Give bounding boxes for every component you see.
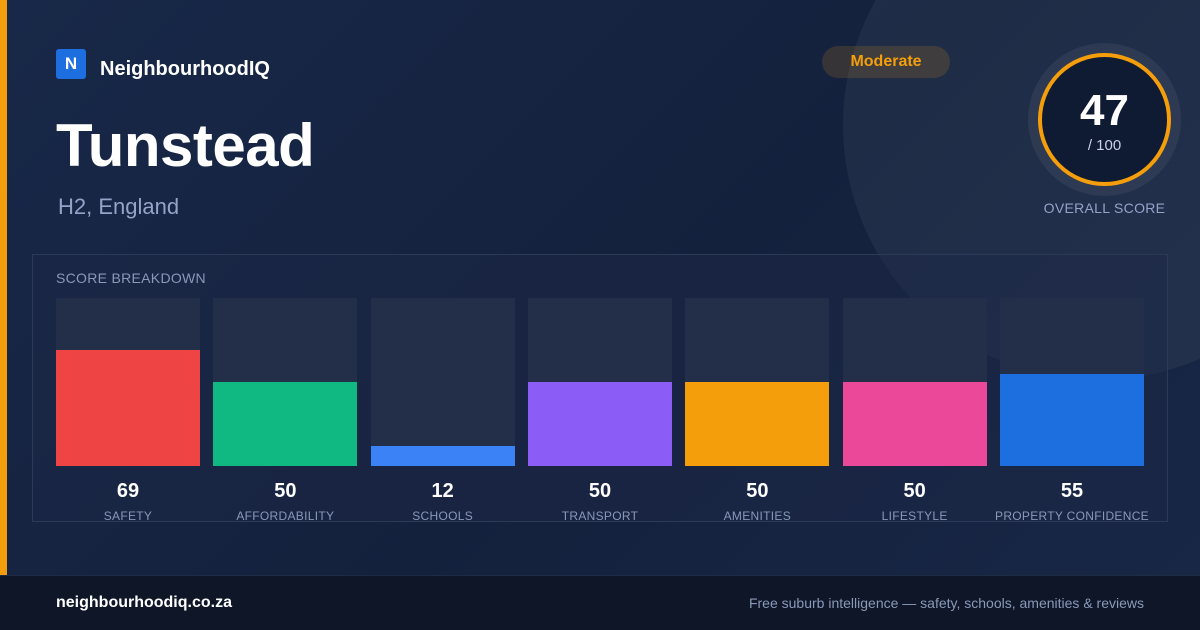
accent-bar [0, 0, 7, 575]
score-breakdown-title: SCORE BREAKDOWN [56, 270, 206, 286]
bar-fill [213, 382, 358, 466]
bar-label: SAFETY [103, 509, 153, 523]
footer-url[interactable]: neighbourhoodiq.co.za [56, 594, 232, 611]
bar-track [842, 298, 987, 466]
score-bar-lifestyle: 50 LIFESTYLE [842, 298, 987, 528]
bar-label: TRANSPORT [561, 509, 639, 523]
bar-track [685, 298, 830, 466]
bar-label: SCHOOLS [412, 509, 474, 523]
bar-value: 12 [431, 480, 454, 502]
bar-value: 55 [1060, 480, 1084, 502]
bar-value: 50 [746, 480, 769, 502]
score-bar-transport: 50 TRANSPORT [528, 298, 672, 528]
bar-value: 69 [116, 480, 140, 502]
overall-score-caption: OVERALL SCORE [1043, 200, 1166, 216]
brand-name: NeighbourhoodIQ [100, 58, 270, 80]
hero-card: N NeighbourhoodIQ Tunstead H2, England M… [0, 0, 1200, 575]
bar-label: AFFORDABILITY [236, 509, 335, 523]
overall-score-dial: 47 / 100 [1038, 53, 1171, 186]
bar-fill [528, 382, 672, 466]
bar-fill [842, 382, 987, 466]
bar-fill [56, 350, 200, 466]
bar-label: PROPERTY CONFIDENCE [995, 509, 1149, 523]
bar-track [528, 298, 672, 466]
bar-label: AMENITIES [723, 509, 792, 523]
score-bar-schools: 12 SCHOOLS [370, 298, 515, 528]
overall-score-value: 47 [1080, 86, 1129, 135]
score-bar-safety: 69 SAFETY [56, 298, 200, 528]
overall-score-ring: 47 / 100 [1028, 43, 1181, 196]
footer-tagline: Free suburb intelligence — safety, schoo… [748, 595, 1144, 611]
bar-value: 50 [274, 480, 297, 502]
score-bar-amenities: 50 AMENITIES [685, 298, 830, 528]
score-bar-affordability: 50 AFFORDABILITY [213, 298, 358, 528]
bar-value: 50 [903, 480, 926, 502]
bar-track [370, 298, 515, 466]
rating-badge: Moderate [822, 46, 950, 78]
overall-score-max: / 100 [1087, 137, 1122, 154]
score-bar-property-confidence: 55 PROPERTY CONFIDENCE [995, 298, 1149, 528]
brand-logo-icon: N [56, 48, 86, 79]
suburb-name: Tunstead [56, 112, 315, 179]
bar-fill [685, 382, 830, 466]
bar-label: LIFESTYLE [881, 509, 948, 523]
score-breakdown-bars: 69 SAFETY 50 AFFORDABILITY 12 SCHOOLS 50 TRANSP… [56, 298, 1149, 528]
bar-fill [370, 446, 515, 466]
bar-track [56, 298, 200, 466]
suburb-location: H2, England [58, 194, 180, 219]
footer: neighbourhoodiq.co.za Free suburb intell… [0, 575, 1200, 630]
bar-track [213, 298, 358, 466]
bar-track [1000, 298, 1144, 466]
bar-value: 50 [588, 480, 612, 502]
brand: N NeighbourhoodIQ [56, 46, 270, 81]
bar-fill [1000, 374, 1144, 466]
